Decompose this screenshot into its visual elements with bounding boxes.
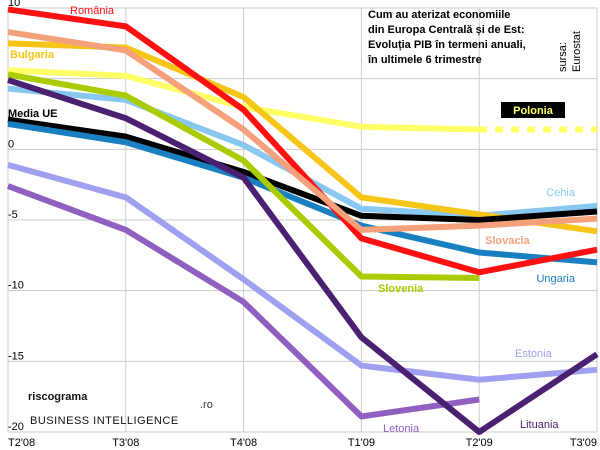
series-label: Lituania — [520, 419, 559, 431]
source: Eurostat — [571, 31, 583, 72]
logo-tagline: BUSINESS INTELLIGENCE — [30, 415, 179, 427]
series-line — [7, 161, 598, 383]
x-tick-label: T2'09 — [466, 437, 493, 449]
series-line — [7, 77, 599, 435]
series-label: Cehia — [546, 187, 576, 199]
series-label: Slovenia — [378, 283, 424, 295]
y-tick-label: -10 — [8, 280, 24, 292]
series-label: Media UE — [8, 108, 58, 120]
y-tick-label: -5 — [8, 209, 18, 221]
series-label: Bulgaria — [10, 49, 55, 61]
title-line: în ultimele 6 trimestre — [367, 54, 482, 66]
x-tick-label: T1'09 — [348, 437, 375, 449]
series-line — [7, 29, 598, 233]
y-tick-label: 0 — [8, 138, 14, 150]
y-tick-label: 10 — [8, 0, 20, 9]
x-tick-label: T3'08 — [112, 437, 139, 449]
series-line — [7, 6, 598, 276]
logo-domain: .ro — [200, 399, 213, 411]
title-line: din Europa Centrală și de Est: — [368, 24, 524, 36]
series-label: Ungaria — [536, 273, 575, 285]
series-label: România — [70, 5, 115, 17]
y-tick-label: -15 — [8, 350, 24, 362]
title-line: Evoluția PIB în termeni anuali, — [368, 39, 526, 51]
series-label: Letonia — [383, 423, 420, 435]
logo: riscograma .ro BUSINESS INTELLIGENCE — [28, 391, 213, 427]
series-line — [7, 71, 480, 281]
title-line: Cum au aterizat economiile — [368, 9, 510, 21]
series-line — [7, 116, 598, 223]
x-tick-label: T4'08 — [230, 437, 257, 449]
series-label: Estonia — [515, 348, 553, 360]
series-line — [7, 120, 598, 266]
series-line — [6, 183, 480, 420]
x-tick-label: T2'08 — [8, 437, 35, 449]
y-tick-label: -20 — [8, 421, 24, 433]
series-label: Polonia — [513, 105, 554, 117]
logo-name: riscograma — [28, 391, 88, 403]
source: sursa: — [557, 42, 569, 72]
series-label: Slovacia — [485, 235, 531, 247]
legend-box — [501, 102, 565, 118]
x-tick-label: T3'09 — [570, 437, 597, 449]
